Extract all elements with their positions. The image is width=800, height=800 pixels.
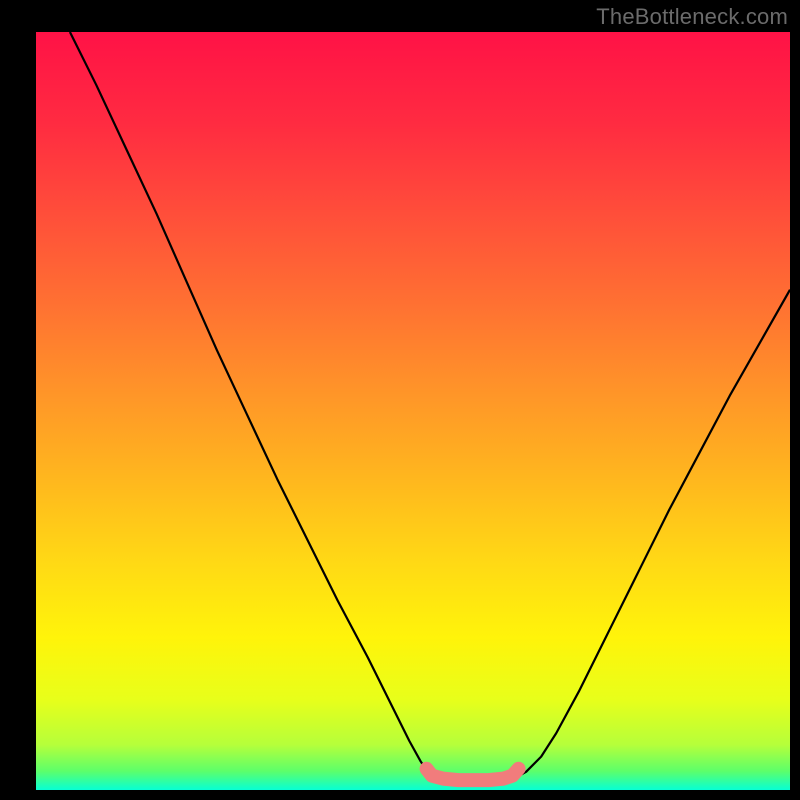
chart-container: TheBottleneck.com	[0, 0, 800, 800]
plot-area	[36, 32, 790, 790]
bottleneck-curve	[70, 32, 790, 782]
watermark-text: TheBottleneck.com	[596, 4, 788, 30]
optimal-zone-marker	[427, 769, 519, 780]
curve-overlay	[36, 32, 790, 790]
